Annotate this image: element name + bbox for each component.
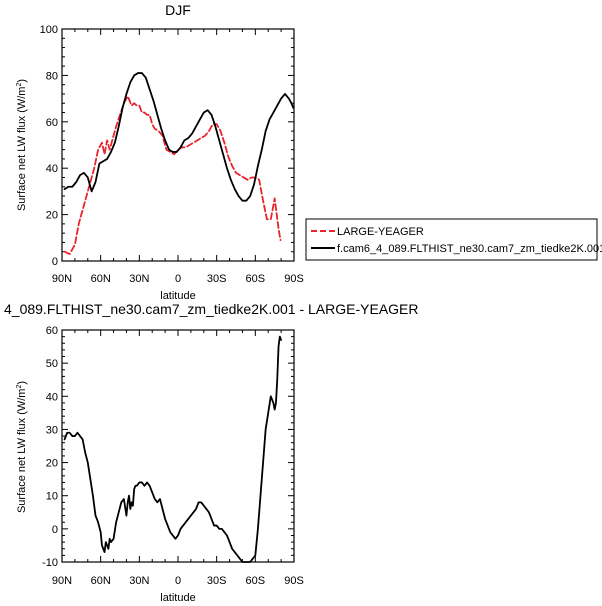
chart-top-x-tick-labels: 90N 60N 30N 0 30S 60S 90S — [52, 273, 304, 285]
bottom-x-tick-label-30s: 30S — [207, 575, 227, 587]
chart-top-series — [63, 72, 295, 255]
legend-box — [305, 218, 598, 261]
top-series-line-0 — [63, 95, 282, 255]
top-x-tick-label-0: 0 — [175, 273, 181, 285]
bottom-y-tick-label: 30 — [46, 424, 58, 436]
top-x-tick-label-30s: 30S — [207, 273, 227, 285]
top-x-tick-label-90n: 90N — [52, 273, 72, 285]
top-y-tick-label: 20 — [46, 210, 58, 222]
chart-bottom-title: 4_089.FLTHIST_ne30.cam7_zm_tiedke2K.001 … — [4, 301, 419, 317]
chart-bottom-series — [63, 335, 283, 563]
chart-bottom-y-tick-labels: -10 0 10 20 30 40 50 60 — [42, 325, 58, 569]
top-y-tick-label: 40 — [46, 163, 58, 175]
bottom-y-tick-label: -10 — [42, 557, 58, 569]
bottom-y-tick-label: 0 — [52, 524, 58, 536]
top-x-tick-label-60s: 60S — [246, 273, 266, 285]
top-x-tick-label-60n: 60N — [91, 273, 111, 285]
bottom-y-tick-label: 60 — [46, 325, 58, 337]
chart-top-ticks — [61, 28, 295, 262]
bottom-y-tick-label: 40 — [46, 391, 58, 403]
bottom-y-tick-label: 10 — [46, 491, 58, 503]
chart-top-y-tick-labels: 0 20 40 60 80 100 — [40, 24, 58, 268]
top-series-line-1 — [63, 72, 295, 202]
chart-bottom-y-axis-title: Surface net LW flux (W/m2) — [16, 381, 28, 513]
top-x-tick-label-90s: 90S — [284, 273, 304, 285]
top-x-tick-label-30n: 30N — [129, 273, 149, 285]
bottom-x-tick-label-60s: 60S — [246, 575, 266, 587]
top-y-tick-label: 0 — [52, 256, 58, 268]
chart-bottom-y-axis-title-tail: ) — [16, 381, 28, 385]
bottom-y-tick-label: 20 — [46, 458, 58, 470]
legend-label-large-yeager: LARGE-YEAGER — [337, 226, 424, 238]
bottom-series-line-0 — [63, 335, 283, 563]
chart-top: DJF 90N 60N 30N 0 30S 60S 90S 0204060801… — [16, 2, 602, 302]
chart-top-y-axis-title-main: Surface net LW flux (W/m — [16, 87, 28, 212]
top-y-tick-label: 80 — [46, 70, 58, 82]
bottom-y-tick-label: 50 — [46, 358, 58, 370]
bottom-x-tick-label-60n: 60N — [91, 575, 111, 587]
chart-top-title: DJF — [165, 2, 191, 18]
chart-bottom-y-axis-title-sup: 2 — [16, 385, 23, 389]
chart-top-y-axis-title: Surface net LW flux (W/m2) — [16, 79, 28, 211]
chart-bottom-frame — [61, 329, 295, 563]
chart-bottom: 4_089.FLTHIST_ne30.cam7_zm_tiedke2K.001 … — [4, 301, 419, 604]
chart-top-frame — [61, 28, 295, 262]
chart-top-y-axis-title-tail: ) — [16, 79, 28, 83]
chart-bottom-y-axis-title-main: Surface net LW flux (W/m — [16, 389, 28, 514]
bottom-x-tick-label-90s: 90S — [284, 575, 304, 587]
bottom-x-tick-label-30n: 30N — [129, 575, 149, 587]
top-y-tick-label: 60 — [46, 117, 58, 129]
chart-top-x-axis-title: latitude — [160, 290, 195, 302]
chart-top-legend: LARGE-YEAGER f.cam6_4_089.FLTHIST_ne30.c… — [305, 218, 602, 261]
chart-bottom-x-tick-labels: 90N 60N 30N 0 30S 60S 90S — [52, 575, 304, 587]
top-y-tick-label: 100 — [40, 24, 58, 36]
chart-top-y-axis-title-sup: 2 — [16, 83, 23, 87]
chart-bottom-x-axis-title: latitude — [160, 592, 195, 604]
chart-bottom-ticks — [61, 329, 295, 563]
legend-label-cam6: f.cam6_4_089.FLTHIST_ne30.cam7_zm_tiedke… — [337, 243, 602, 255]
bottom-x-tick-label-90n: 90N — [52, 575, 72, 587]
bottom-x-tick-label-0: 0 — [175, 575, 181, 587]
